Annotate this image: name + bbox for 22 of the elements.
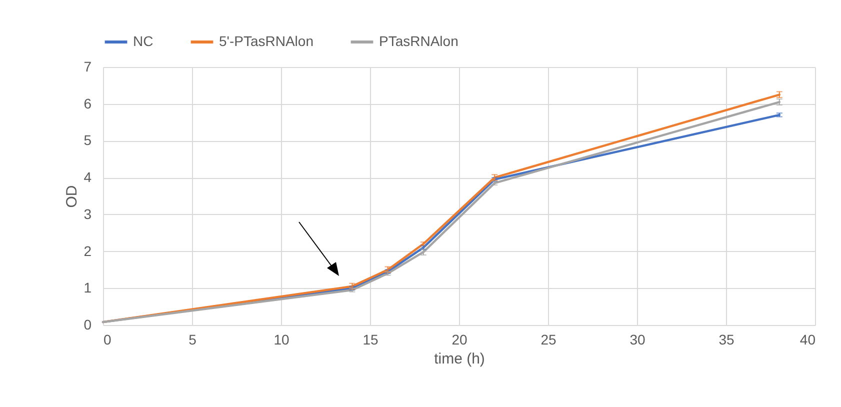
y-tick-label: 0 [84,316,92,332]
y-tick-label: 3 [84,206,92,222]
x-axis-title: time (h) [434,350,485,368]
y-tick-label: 6 [84,95,92,112]
x-tick-label: 35 [718,332,734,348]
x-tick-label: 5 [188,332,197,348]
y-axis-title: OD [64,185,81,208]
legend-label: 5'-PTasRNAlon [219,33,314,49]
y-tick-label: 2 [84,242,92,259]
legend-label: PTasRNAlon [379,33,458,49]
y-tick-label: 7 [84,58,92,74]
x-tick-label: 25 [540,332,556,348]
y-tick-label: 1 [84,280,92,296]
x-tick-label: 10 [274,332,290,348]
x-tick-label: 30 [630,332,646,348]
x-tick-label: 40 [800,332,816,348]
y-tick-label: 4 [84,169,92,186]
x-tick-label: 0 [104,332,112,348]
x-tick-label: 15 [362,332,378,348]
legend-label: NC [133,33,154,49]
y-tick-label: 5 [84,132,92,148]
x-tick-label: 20 [452,332,468,348]
